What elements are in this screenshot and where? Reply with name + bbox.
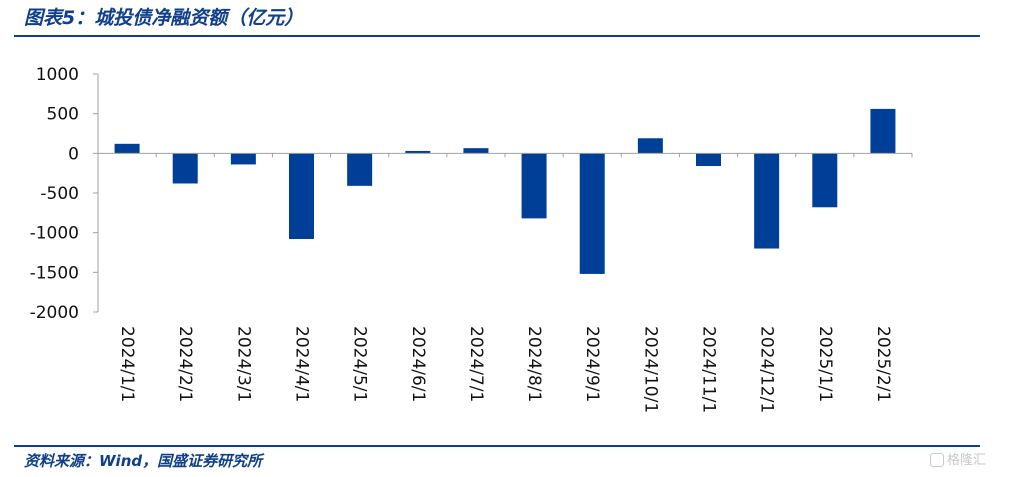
bar [754,153,780,249]
x-tick-label: 2024/10/1 [640,326,660,413]
bar [870,108,896,154]
y-tick-label: 1000 [36,65,79,85]
x-tick-label: 2024/2/1 [175,326,195,402]
y-tick-label: -1000 [30,224,79,244]
bar [347,153,373,186]
bar [812,153,838,208]
y-tick-label: 0 [68,144,79,164]
watermark-logo-icon [930,453,944,467]
bar [579,153,605,274]
bar [637,138,663,154]
x-tick-label: 2025/2/1 [873,326,893,402]
bar [521,153,547,219]
watermark-text: 格隆汇 [947,453,987,468]
y-tick-label: -2000 [30,303,79,323]
bar [172,153,198,184]
bar [114,143,140,154]
source-note: 资料来源：Wind，国盛证券研究所 [24,452,263,470]
x-tick-label: 2024/5/1 [350,326,370,402]
bar [695,153,722,167]
x-tick-label: 2024/6/1 [408,326,428,402]
bar [405,150,431,154]
bar [230,153,256,165]
bar [288,153,315,240]
y-tick-label: -1500 [30,263,79,283]
bar-chart: 1000 500 0 -500 -1000 -1500 -2000 2024/1/1 2024/… [30,65,913,413]
x-tick-label: 2024/4/1 [292,326,312,402]
x-tick-label: 2025/1/1 [815,326,835,402]
x-tick-label: 2024/12/1 [757,326,777,413]
chart-title: 图表5：城投债净融资额（亿元） [24,7,304,29]
x-tick-label: 2024/11/1 [699,326,719,413]
x-tick-label: 2024/7/1 [466,326,486,402]
x-tick-label: 2024/8/1 [524,326,544,402]
x-tick-label: 2024/3/1 [233,326,253,402]
x-tick-label: 2024/1/1 [117,326,137,402]
bar [463,148,489,154]
bottom-divider [14,445,980,447]
x-tick-label: 2024/9/1 [582,326,602,402]
watermark: 格隆汇 [930,450,986,472]
top-divider [14,35,980,37]
y-tick-label: 500 [47,105,79,125]
y-tick-label: -500 [40,184,79,204]
